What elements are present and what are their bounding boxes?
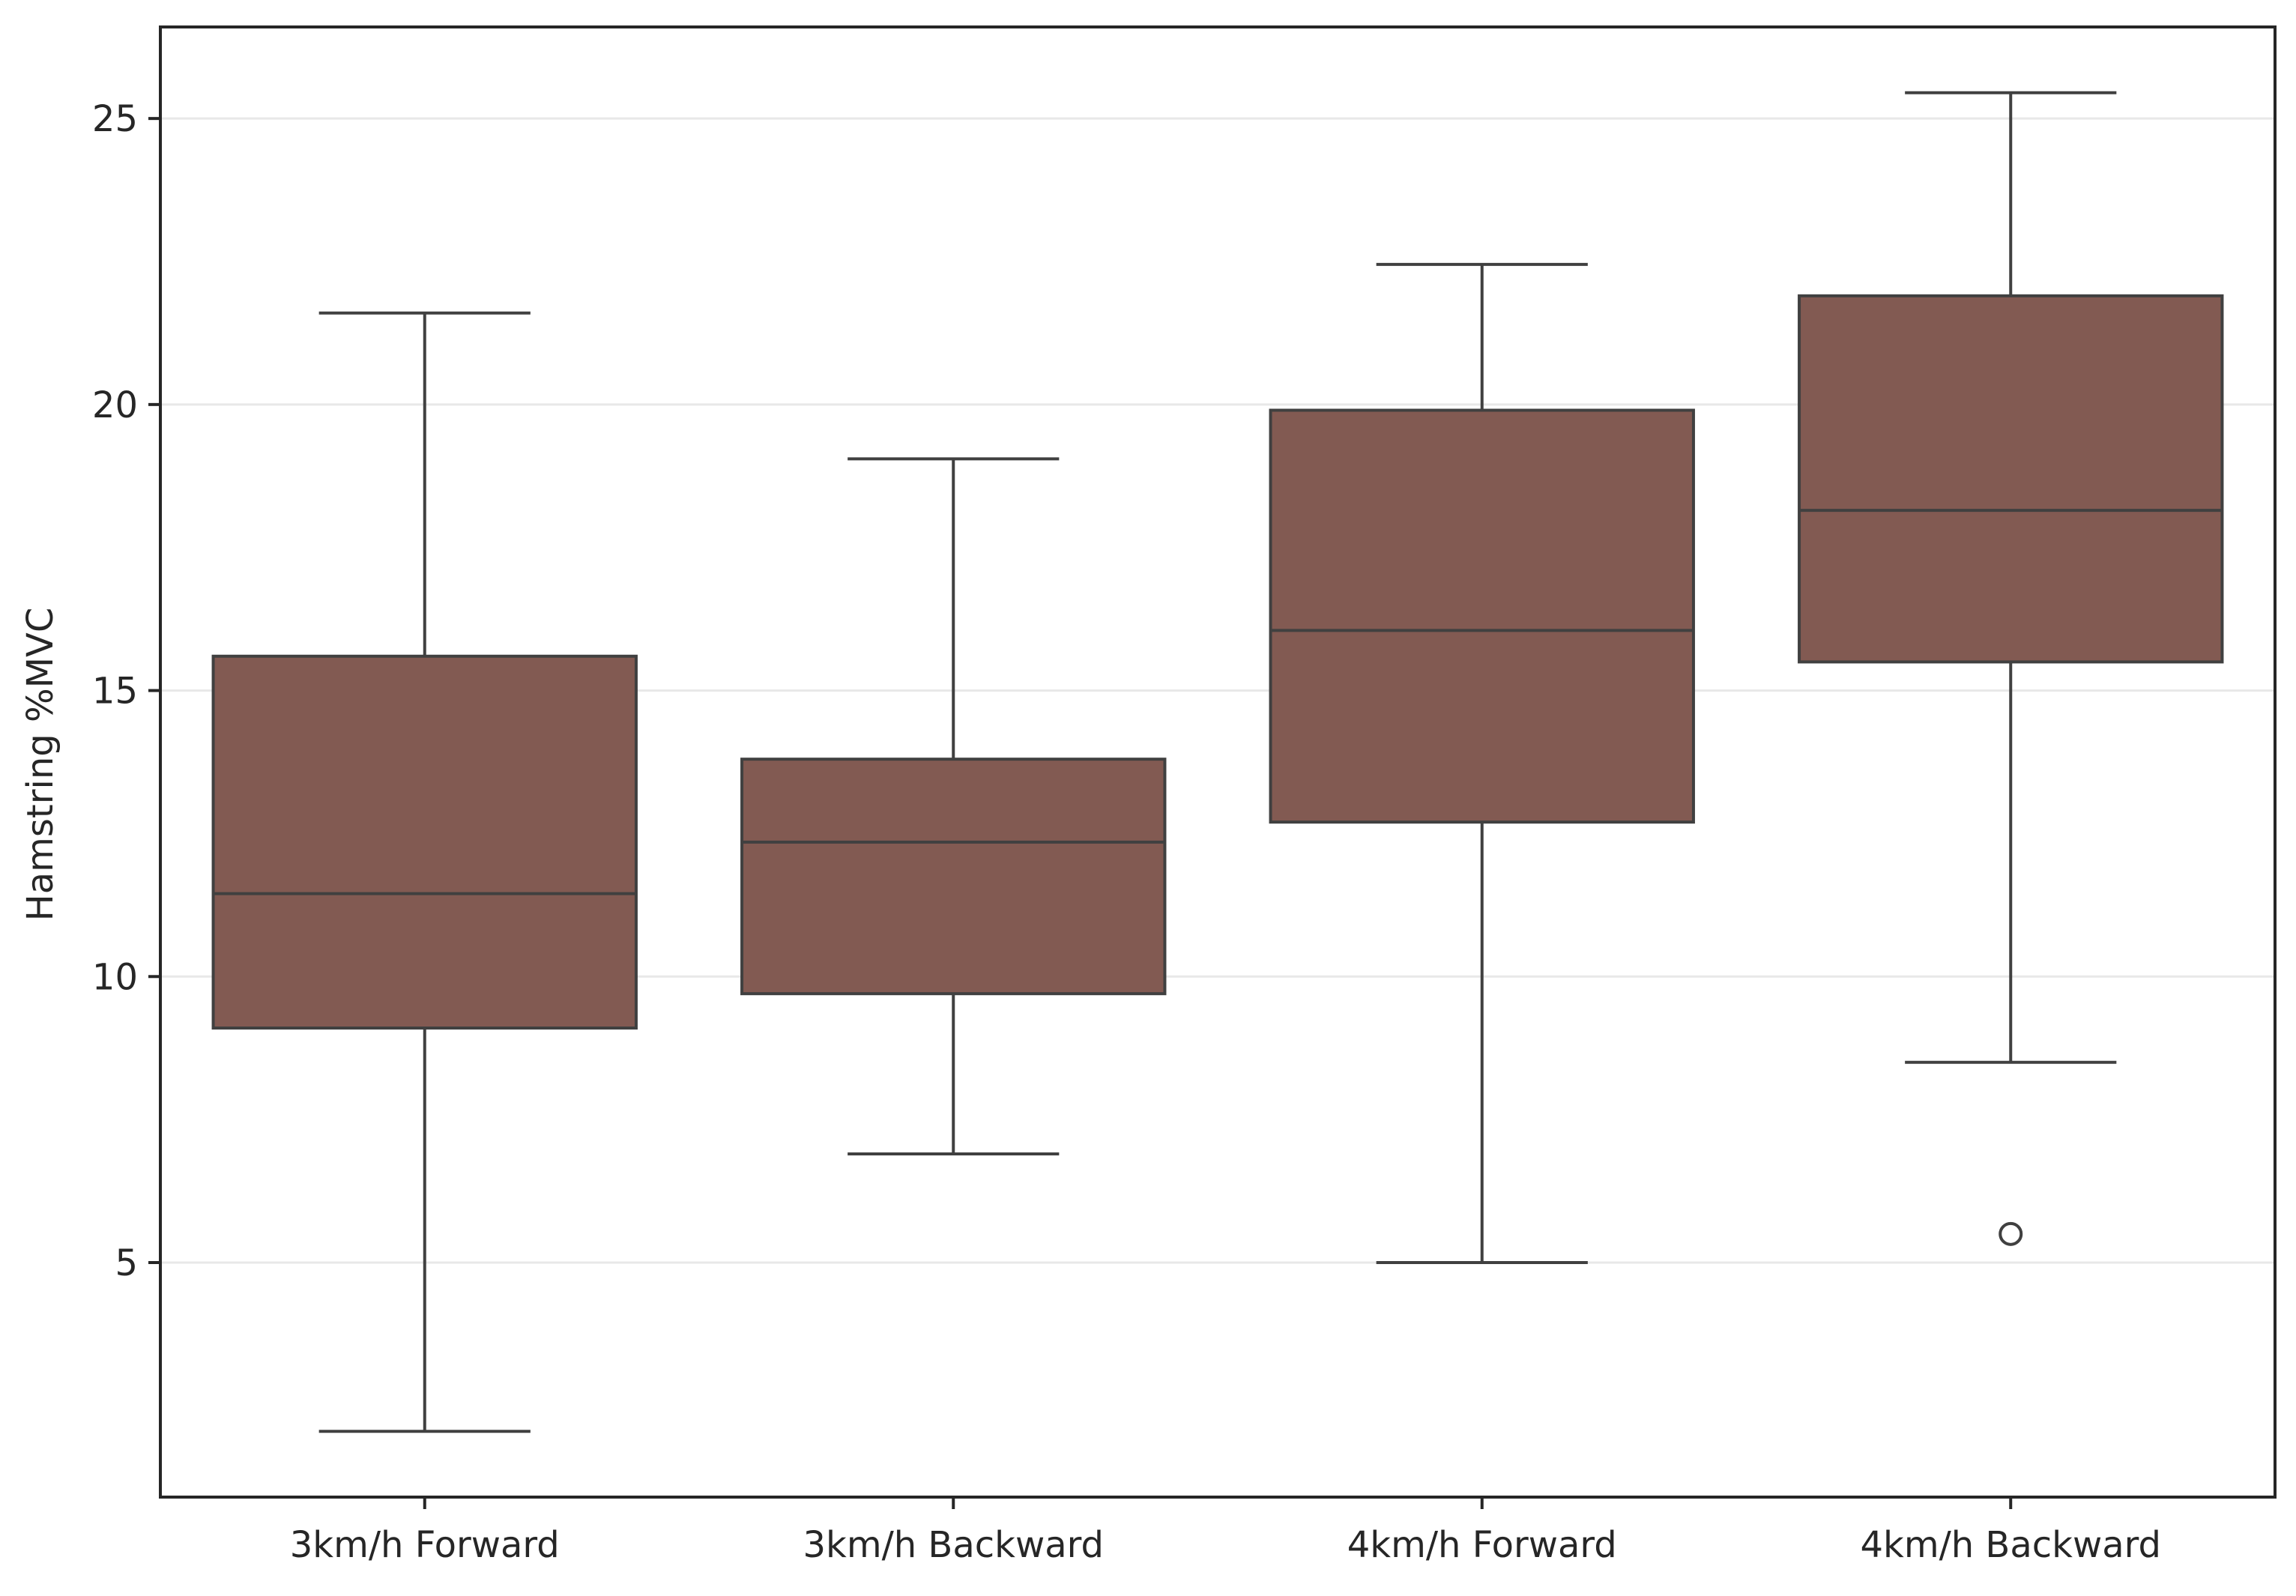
y-tick-label: 5 [115, 1242, 138, 1284]
box-group [1269, 262, 1695, 1264]
y-tick-label: 25 [92, 98, 138, 140]
box-iqr [1798, 294, 2224, 664]
box-group [740, 457, 1167, 1155]
x-tick-label: 4km/h Forward [1347, 1524, 1617, 1566]
box-group [211, 311, 638, 1433]
outlier-point [1999, 1221, 2023, 1246]
y-axis-label: Hamstring %MVC [19, 608, 61, 922]
y-tick-label: 15 [92, 671, 138, 713]
y-axis-ticks: 5 10 15 20 25 [92, 98, 160, 1284]
plot-area-frame [159, 25, 2277, 1499]
y-tick-label: 10 [92, 956, 138, 998]
box-series [211, 91, 2224, 1433]
x-tick-label: 3km/h Backward [803, 1524, 1104, 1566]
box-iqr [1269, 408, 1695, 824]
x-tick-label: 3km/h Forward [290, 1524, 560, 1566]
box-iqr [740, 758, 1167, 996]
y-tick-label: 20 [92, 384, 138, 426]
box-group [1798, 91, 2224, 1246]
x-tick-label: 4km/h Backward [1860, 1524, 2161, 1566]
x-axis-ticks: 3km/h Forward 3km/h Backward 4km/h Forward… [290, 1497, 2161, 1566]
box-iqr [211, 654, 638, 1030]
